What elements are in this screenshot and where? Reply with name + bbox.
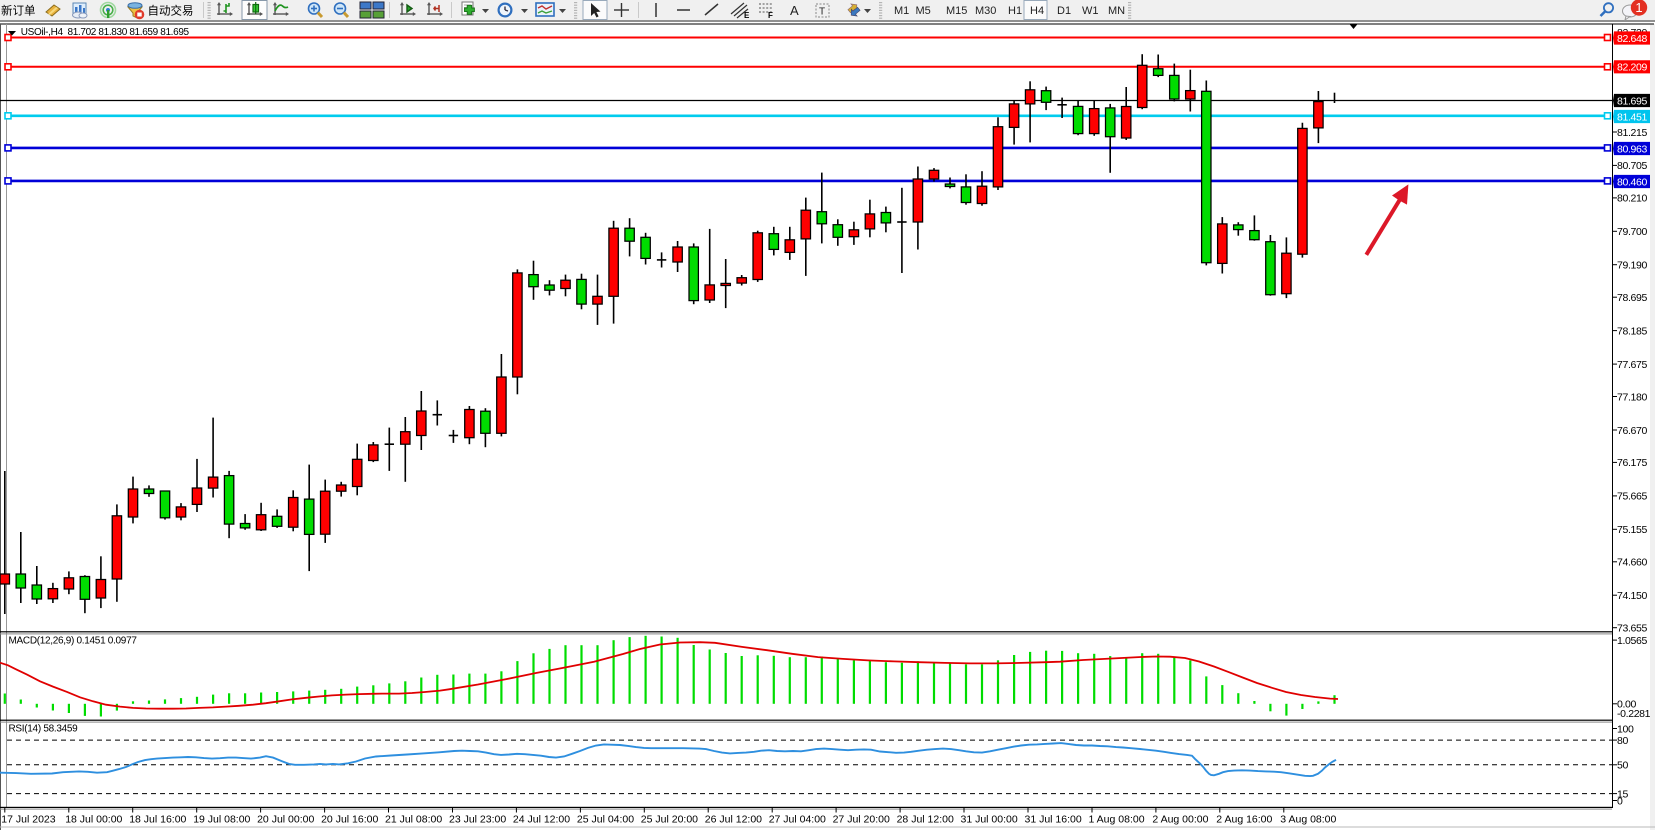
svg-text:27 Jul 20:00: 27 Jul 20:00 xyxy=(833,814,890,826)
svg-text:3 Aug 08:00: 3 Aug 08:00 xyxy=(1280,814,1336,826)
svg-text:76.175: 76.175 xyxy=(1617,457,1648,469)
svg-text:0: 0 xyxy=(1617,795,1623,807)
svg-text:81.451: 81.451 xyxy=(1617,111,1648,123)
svg-text:76.670: 76.670 xyxy=(1617,425,1648,437)
svg-text:17 Jul 2023: 17 Jul 2023 xyxy=(1,814,55,826)
svg-text:75.665: 75.665 xyxy=(1617,491,1648,503)
svg-text:E: E xyxy=(744,11,750,20)
svg-text:RSI(14) 58.3459: RSI(14) 58.3459 xyxy=(9,724,79,735)
svg-text:MACD(12,26,9) 0.1451 0.0977: MACD(12,26,9) 0.1451 0.0977 xyxy=(9,636,138,647)
svg-text:0.00: 0.00 xyxy=(1617,698,1637,710)
svg-text:D1: D1 xyxy=(1057,5,1071,17)
svg-text:15: 15 xyxy=(1617,788,1628,800)
svg-text:-0.2281: -0.2281 xyxy=(1617,708,1651,720)
svg-text:1: 1 xyxy=(1635,0,1642,15)
svg-text:25 Jul 04:00: 25 Jul 04:00 xyxy=(577,814,634,826)
svg-text:自动交易: 自动交易 xyxy=(148,4,194,18)
svg-text:MN: MN xyxy=(1108,5,1125,17)
svg-text:80.460: 80.460 xyxy=(1617,176,1648,188)
svg-text:79.190: 79.190 xyxy=(1617,260,1648,272)
svg-text:F: F xyxy=(768,11,773,20)
svg-text:M30: M30 xyxy=(975,5,996,17)
svg-text:H1: H1 xyxy=(1008,5,1022,17)
svg-text:25 Jul 20:00: 25 Jul 20:00 xyxy=(641,814,698,826)
svg-text:18 Jul 16:00: 18 Jul 16:00 xyxy=(129,814,186,826)
svg-text:80.705: 80.705 xyxy=(1617,160,1648,172)
svg-text:20 Jul 00:00: 20 Jul 00:00 xyxy=(257,814,314,826)
svg-text:18 Jul 00:00: 18 Jul 00:00 xyxy=(65,814,122,826)
svg-text:80.963: 80.963 xyxy=(1617,143,1648,155)
svg-text:W1: W1 xyxy=(1082,5,1099,17)
svg-text:79.700: 79.700 xyxy=(1617,226,1648,238)
svg-text:31 Jul 00:00: 31 Jul 00:00 xyxy=(961,814,1018,826)
svg-text:H4: H4 xyxy=(1030,5,1044,17)
svg-text:M5: M5 xyxy=(916,5,931,17)
svg-text:77.180: 77.180 xyxy=(1617,391,1648,403)
svg-text:74.660: 74.660 xyxy=(1617,557,1648,569)
svg-text:74.150: 74.150 xyxy=(1617,590,1648,602)
svg-text:81.215: 81.215 xyxy=(1617,127,1648,139)
svg-text:73.655: 73.655 xyxy=(1617,623,1648,635)
svg-text:A: A xyxy=(790,3,799,18)
svg-text:27 Jul 04:00: 27 Jul 04:00 xyxy=(769,814,826,826)
svg-text:26 Jul 12:00: 26 Jul 12:00 xyxy=(705,814,762,826)
svg-text:78.695: 78.695 xyxy=(1617,292,1648,304)
svg-text:M15: M15 xyxy=(946,5,967,17)
svg-text:1.0565: 1.0565 xyxy=(1617,635,1648,647)
svg-text:77.675: 77.675 xyxy=(1617,359,1648,371)
svg-text:80.210: 80.210 xyxy=(1617,193,1648,205)
svg-text:M1: M1 xyxy=(894,5,909,17)
svg-text:82.648: 82.648 xyxy=(1617,33,1648,45)
svg-text:80: 80 xyxy=(1617,735,1628,747)
svg-text:USOil-,H4 81.702 81.830 81.65: USOil-,H4 81.702 81.830 81.659 81.695 xyxy=(21,27,190,38)
svg-text:2 Aug 16:00: 2 Aug 16:00 xyxy=(1216,814,1272,826)
svg-text:新订单: 新订单 xyxy=(1,4,36,18)
svg-text:19 Jul 08:00: 19 Jul 08:00 xyxy=(193,814,250,826)
svg-text:78.185: 78.185 xyxy=(1617,325,1648,337)
svg-text:100: 100 xyxy=(1617,723,1634,735)
svg-text:81.695: 81.695 xyxy=(1617,95,1648,107)
svg-text:28 Jul 12:00: 28 Jul 12:00 xyxy=(897,814,954,826)
svg-text:23 Jul 23:00: 23 Jul 23:00 xyxy=(449,814,506,826)
svg-text:2 Aug 00:00: 2 Aug 00:00 xyxy=(1152,814,1208,826)
svg-text:50: 50 xyxy=(1617,760,1628,772)
svg-text:1 Aug 08:00: 1 Aug 08:00 xyxy=(1089,814,1145,826)
svg-text:21 Jul 08:00: 21 Jul 08:00 xyxy=(385,814,442,826)
svg-text:T: T xyxy=(819,7,825,18)
svg-text:75.155: 75.155 xyxy=(1617,524,1648,536)
svg-text:82.209: 82.209 xyxy=(1617,62,1648,74)
svg-text:24 Jul 12:00: 24 Jul 12:00 xyxy=(513,814,570,826)
svg-text:20 Jul 16:00: 20 Jul 16:00 xyxy=(321,814,378,826)
svg-text:31 Jul 16:00: 31 Jul 16:00 xyxy=(1025,814,1082,826)
